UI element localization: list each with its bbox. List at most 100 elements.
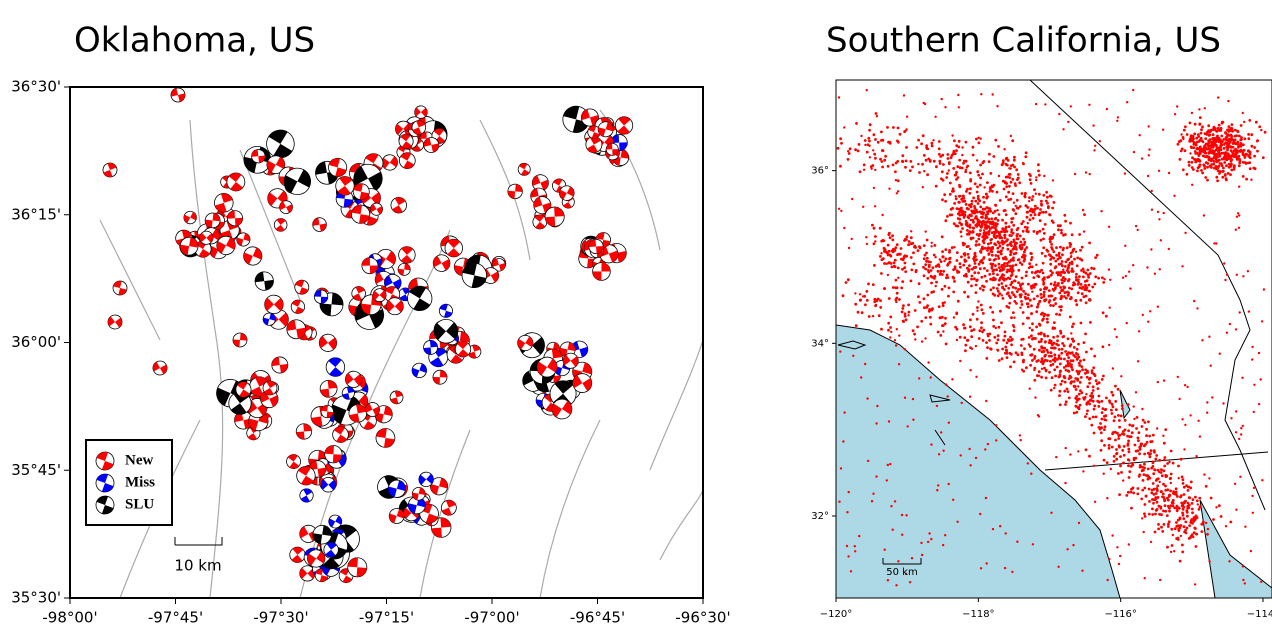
quake	[997, 145, 1000, 148]
quake	[1074, 278, 1078, 282]
quake	[948, 256, 952, 260]
quake	[881, 257, 885, 260]
quake	[975, 159, 979, 162]
quake	[894, 278, 898, 282]
quake	[990, 250, 994, 254]
beachball-quadrants	[563, 354, 579, 367]
quake	[1058, 373, 1062, 376]
quake	[1234, 228, 1238, 231]
quake	[1186, 489, 1190, 492]
quake	[943, 322, 947, 325]
quake	[1012, 256, 1015, 260]
quake	[938, 273, 942, 276]
quake	[999, 268, 1003, 272]
quake	[1010, 217, 1014, 221]
quake	[934, 184, 938, 188]
quake	[866, 459, 870, 463]
quake	[1149, 540, 1153, 544]
quake	[1204, 142, 1208, 146]
quake	[1151, 433, 1155, 437]
quake	[982, 195, 985, 199]
quake	[1063, 271, 1066, 275]
quake	[974, 456, 978, 460]
quake	[1085, 375, 1089, 379]
quake	[1015, 168, 1019, 172]
quake	[1155, 489, 1159, 493]
quake	[1177, 464, 1180, 468]
quake	[1132, 456, 1136, 460]
quake	[1092, 431, 1096, 435]
quake	[997, 283, 1001, 287]
quake	[1203, 107, 1207, 110]
quake	[892, 261, 896, 265]
quake	[1011, 177, 1015, 181]
quake	[1031, 290, 1034, 293]
quake	[848, 147, 852, 151]
quake	[1043, 174, 1046, 178]
beachball-quadrants	[263, 313, 276, 326]
quake	[1054, 286, 1057, 290]
quake	[1161, 128, 1165, 131]
quake	[1158, 512, 1161, 516]
quake	[909, 242, 913, 246]
quake	[875, 475, 878, 478]
quake	[1207, 140, 1211, 144]
beachball-quadrants	[255, 271, 274, 291]
quake	[1054, 374, 1057, 378]
quake	[839, 137, 842, 141]
quake	[992, 325, 996, 328]
quake	[1033, 378, 1037, 382]
quake	[1009, 197, 1013, 201]
quake	[1252, 486, 1256, 490]
quake	[969, 218, 972, 222]
quake	[994, 203, 997, 207]
beachball-quadrants	[351, 205, 370, 224]
quake	[974, 199, 978, 203]
quake	[855, 122, 858, 125]
fault	[659, 489, 703, 561]
quake	[1010, 291, 1014, 294]
quake	[984, 448, 987, 451]
quake	[1030, 328, 1034, 332]
quake	[1226, 143, 1229, 146]
quake	[1061, 342, 1064, 345]
quake	[1166, 545, 1169, 549]
quake	[1118, 425, 1121, 429]
quake	[1213, 153, 1217, 157]
quake	[976, 306, 979, 309]
quake	[1253, 154, 1256, 158]
quake	[862, 168, 866, 171]
quake	[1037, 374, 1041, 377]
quake	[957, 145, 961, 149]
quake	[1115, 452, 1119, 455]
islands	[837, 340, 1131, 446]
quake	[969, 236, 973, 240]
quake	[1114, 400, 1118, 403]
quake	[948, 260, 952, 264]
california-map: 50 km −120°−118°−116°−114°36°34°32°	[811, 79, 1272, 620]
quake	[854, 302, 858, 306]
beachball	[194, 240, 212, 258]
quake	[1040, 296, 1043, 299]
quake	[1066, 369, 1070, 373]
quake	[827, 150, 830, 153]
quake	[1044, 210, 1048, 214]
quake	[1034, 192, 1038, 195]
quake	[1150, 248, 1153, 251]
quake	[1235, 273, 1239, 276]
quake	[939, 334, 943, 337]
beachball-quadrants	[336, 190, 354, 208]
quake	[1221, 175, 1225, 179]
quake	[1056, 335, 1059, 338]
quake	[991, 247, 995, 250]
quake	[1169, 481, 1173, 485]
quake	[1001, 218, 1004, 222]
quake	[1236, 140, 1240, 144]
quake	[847, 152, 851, 155]
quake	[1178, 559, 1182, 563]
quake	[1041, 227, 1045, 231]
quake	[1216, 126, 1220, 130]
quake	[1225, 178, 1228, 182]
beachball-quadrants	[264, 297, 284, 312]
quake	[957, 139, 961, 143]
